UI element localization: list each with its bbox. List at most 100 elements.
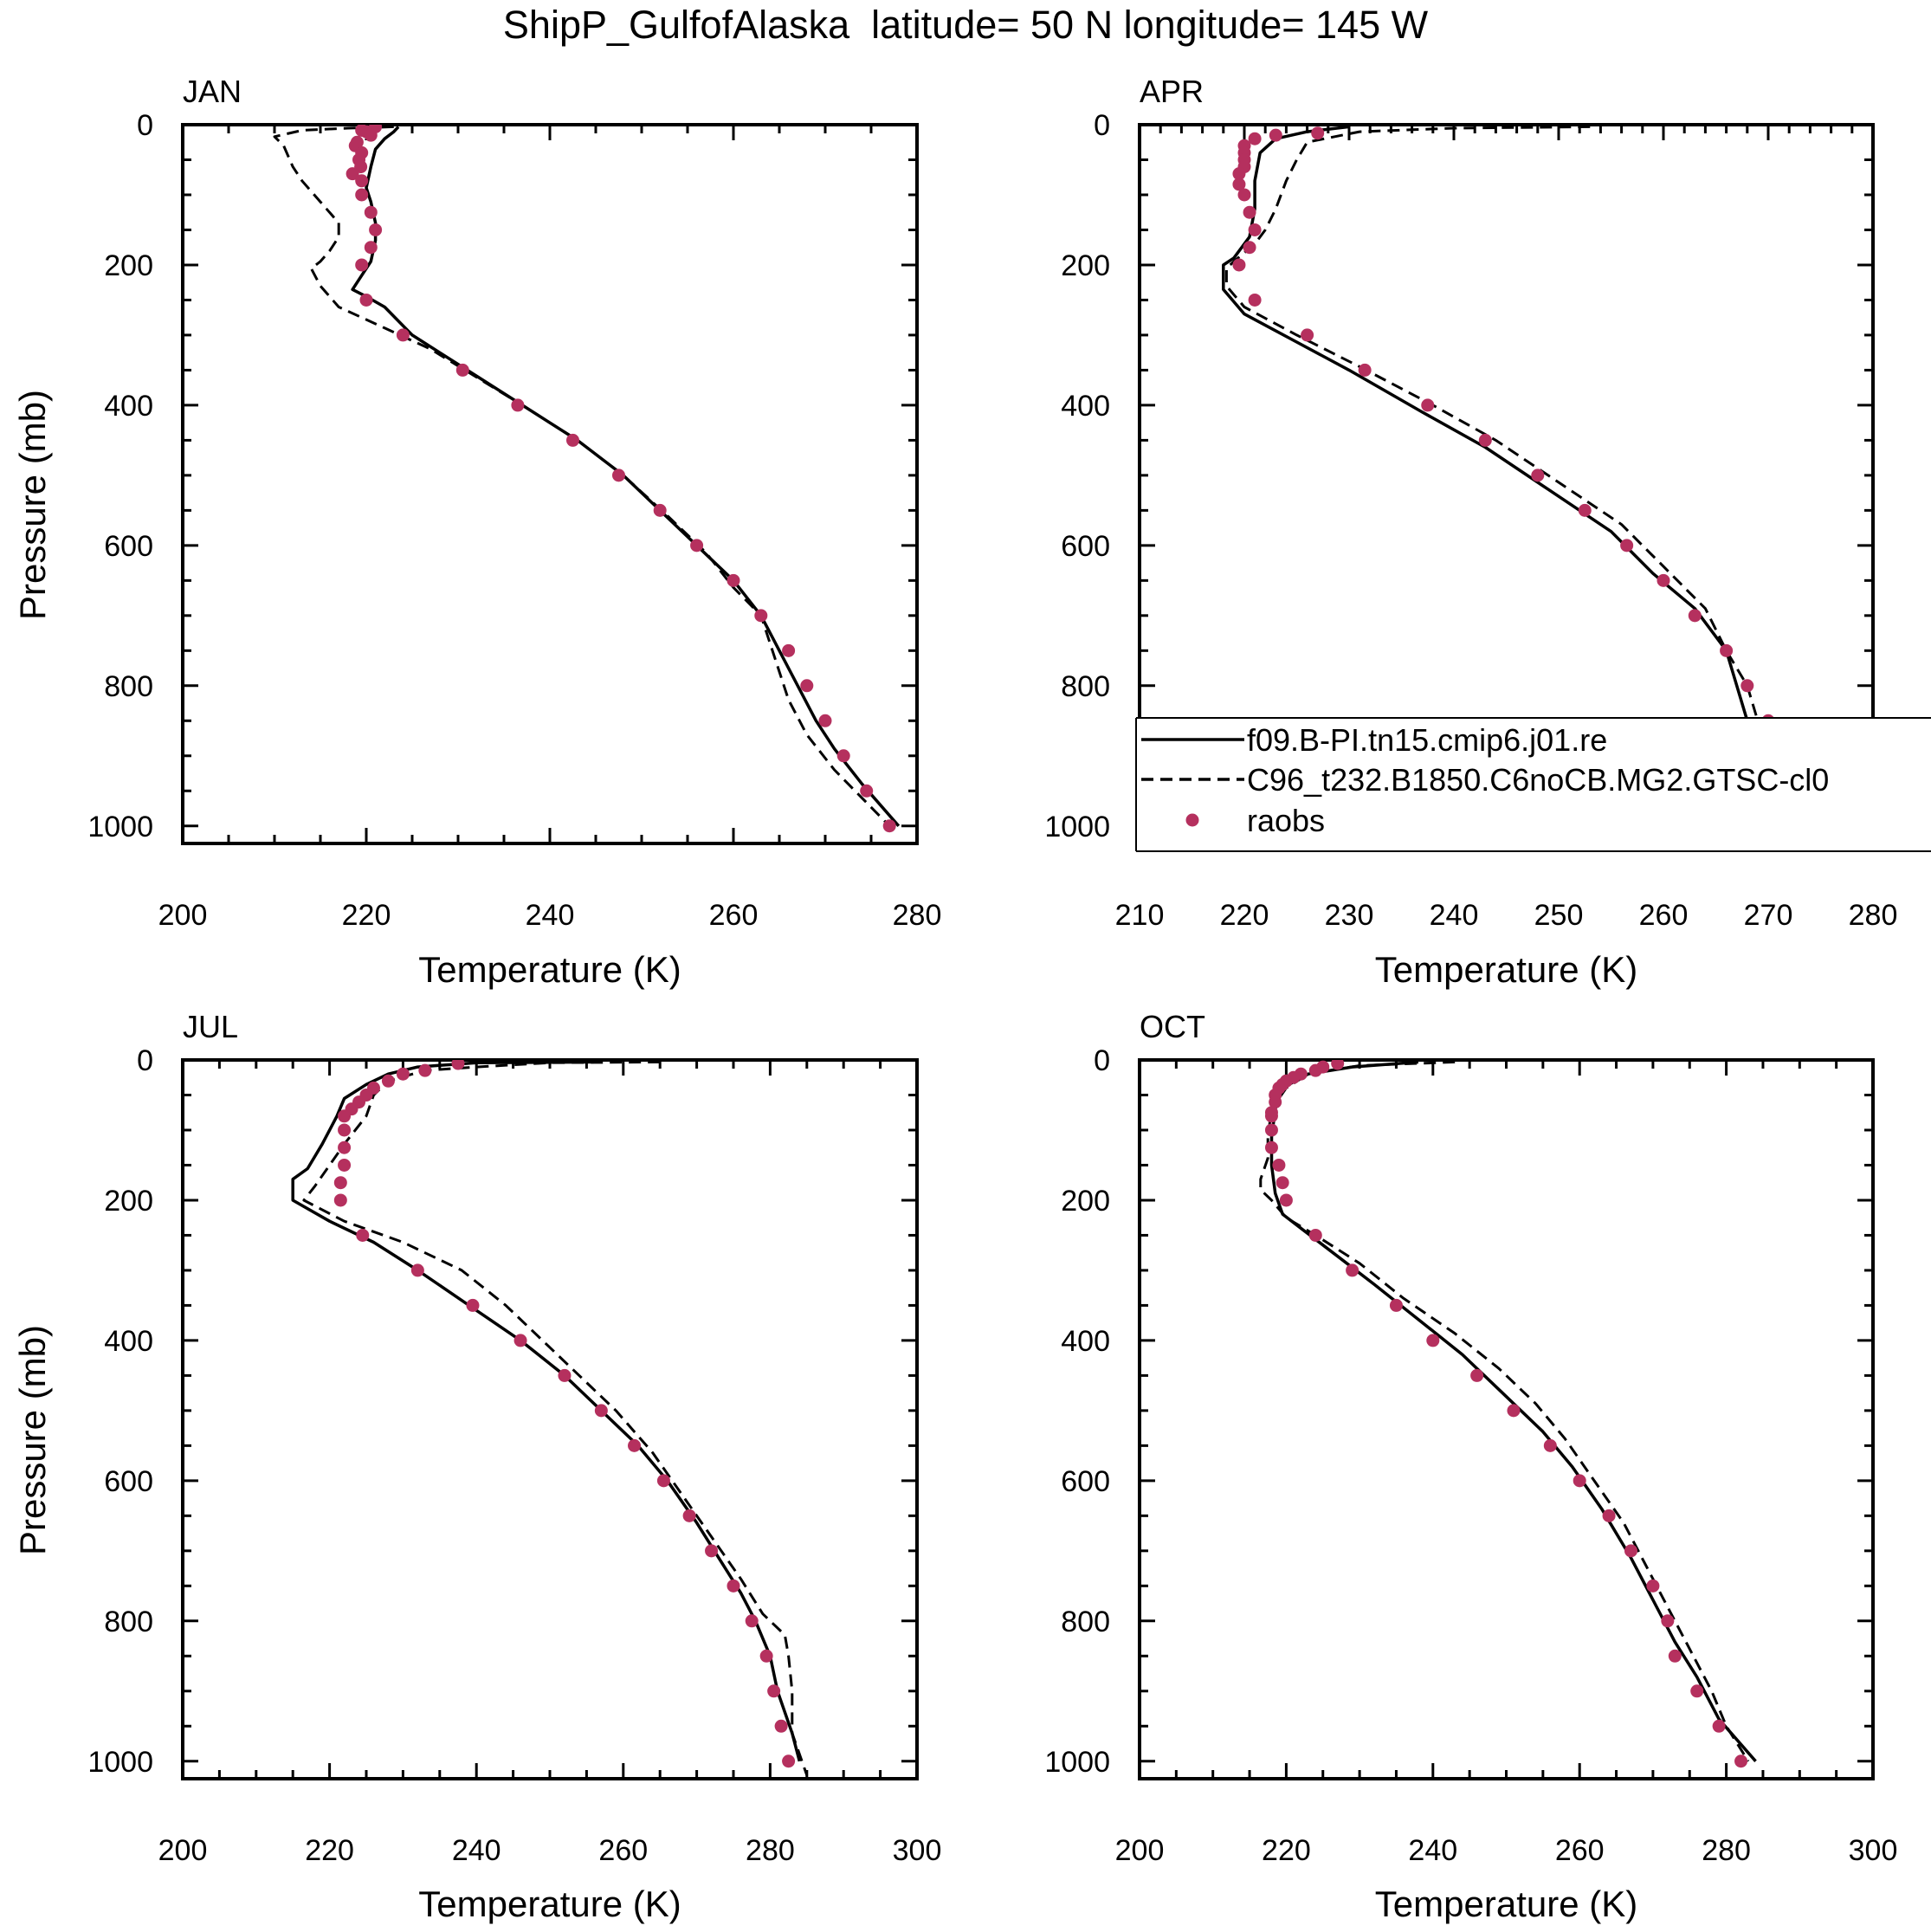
- raobs-point: [1272, 1158, 1286, 1172]
- raobs-point: [1573, 1474, 1586, 1488]
- raobs-point: [364, 205, 378, 219]
- y-tick-label: 0: [1094, 1044, 1110, 1077]
- y-tick-label: 600: [1061, 530, 1110, 563]
- y-tick-label: 1000: [1044, 811, 1110, 843]
- panel-title: OCT: [1140, 1009, 1205, 1044]
- raobs-point: [767, 1684, 781, 1698]
- raobs-point: [513, 1334, 527, 1347]
- solid-model-line: [291, 1060, 801, 1762]
- y-tick-label: 200: [1061, 249, 1110, 282]
- x-tick-label: 240: [1430, 899, 1479, 932]
- y-tick-label: 800: [1061, 670, 1110, 703]
- raobs-point: [860, 784, 874, 798]
- legend-marker: [1185, 813, 1199, 827]
- x-tick-label: 280: [746, 1834, 795, 1867]
- panel-title: JUL: [183, 1009, 238, 1044]
- raobs-point: [338, 1158, 352, 1172]
- raobs-point: [628, 1438, 642, 1452]
- raobs-series: [1264, 1060, 1748, 1768]
- y-tick-label: 1000: [1044, 1746, 1110, 1779]
- raobs-point: [682, 1509, 696, 1522]
- y-tick-label: 200: [104, 249, 153, 282]
- x-axis-title: Temperature (K): [1375, 1884, 1637, 1924]
- raobs-point: [1531, 468, 1545, 482]
- raobs-point: [1543, 1438, 1557, 1452]
- y-tick-label: 400: [104, 390, 153, 423]
- x-tick-label: 200: [1115, 1834, 1165, 1867]
- dashed-model-line: [1224, 125, 1843, 827]
- y-tick-label: 800: [1061, 1606, 1110, 1638]
- solid-model-line: [1222, 125, 1853, 828]
- x-axis: 200 220 240 260 280 300: [158, 1060, 942, 1867]
- y-axis-title: Pressure (mb): [12, 1325, 53, 1555]
- raobs-point: [566, 433, 579, 447]
- raobs-point: [1308, 1228, 1322, 1242]
- y-tick-label: 1000: [87, 1746, 153, 1779]
- y-tick-label: 400: [1061, 1325, 1110, 1358]
- plot-area: [291, 1060, 809, 1776]
- raobs-point: [359, 293, 373, 307]
- raobs-point: [346, 167, 359, 181]
- y-tick-label: 600: [104, 530, 153, 563]
- raobs-point: [594, 1404, 608, 1418]
- x-tick-label: 200: [158, 899, 208, 932]
- raobs-point: [1275, 1176, 1289, 1190]
- x-tick-label: 240: [1408, 1834, 1457, 1867]
- raobs-point: [333, 1193, 347, 1207]
- raobs-point: [1657, 573, 1670, 587]
- chart-panel-jan: 0 200 400 600 800 1000 200 220 240 260 280 JAN Tempe…: [12, 74, 941, 990]
- raobs-point: [364, 241, 378, 255]
- raobs-point: [1389, 1298, 1403, 1312]
- x-tick-label: 300: [1849, 1834, 1898, 1867]
- legend-label: raobs: [1247, 803, 1325, 838]
- raobs-point: [451, 1060, 465, 1070]
- raobs-series: [346, 125, 896, 833]
- x-tick-label: 260: [709, 899, 759, 932]
- figure-title: ShipP_GulfofAlaska latitude= 50 N longit…: [503, 3, 1429, 47]
- plot-area: [273, 125, 901, 833]
- raobs-point: [745, 1614, 759, 1628]
- y-tick-label: 200: [1061, 1185, 1110, 1218]
- y-axis: 0 200 400 600 800 1000: [87, 1044, 917, 1779]
- raobs-point: [1624, 1544, 1637, 1558]
- raobs-point: [754, 609, 768, 623]
- x-axis-title: Temperature (K): [1375, 949, 1637, 990]
- panel-title: APR: [1140, 74, 1204, 109]
- raobs-point: [1248, 132, 1262, 145]
- y-axis-title: Pressure (mb): [12, 390, 53, 620]
- x-axis: 200 220 240 260 280: [158, 125, 941, 932]
- y-tick-label: 0: [1094, 109, 1110, 142]
- raobs-point: [1331, 1060, 1345, 1070]
- y-tick-label: 600: [1061, 1465, 1110, 1498]
- y-tick-label: 1000: [87, 811, 153, 843]
- raobs-point: [800, 679, 814, 693]
- x-axis-title: Temperature (K): [418, 949, 681, 990]
- raobs-point: [338, 1123, 352, 1137]
- raobs-point: [656, 1474, 670, 1488]
- raobs-point: [410, 1263, 424, 1277]
- raobs-point: [511, 398, 525, 412]
- raobs-point: [418, 1063, 432, 1077]
- legend-background: [1136, 718, 1931, 851]
- dashed-model-line: [1259, 1060, 1750, 1762]
- raobs-point: [396, 328, 410, 342]
- raobs-point: [355, 258, 369, 272]
- raobs-point: [774, 1719, 788, 1733]
- raobs-point: [1232, 167, 1246, 181]
- raobs-point: [466, 1298, 480, 1312]
- legend-label: C96_t232.B1850.C6noCB.MG2.GTSC-cl0: [1247, 762, 1829, 798]
- x-tick-label: 280: [1702, 1834, 1751, 1867]
- raobs-point: [338, 1109, 352, 1123]
- y-tick-label: 400: [1061, 390, 1110, 423]
- x-tick-label: 240: [452, 1834, 501, 1867]
- raobs-point: [1264, 1123, 1278, 1137]
- x-tick-label: 300: [893, 1834, 942, 1867]
- raobs-point: [782, 1754, 796, 1768]
- raobs-point: [1712, 1719, 1726, 1733]
- x-tick-label: 230: [1325, 899, 1374, 932]
- x-tick-label: 220: [342, 899, 391, 932]
- x-tick-label: 260: [1639, 899, 1689, 932]
- x-axis: 200 220 240 260 280 300: [1115, 1060, 1898, 1867]
- x-tick-label: 260: [1555, 1834, 1605, 1867]
